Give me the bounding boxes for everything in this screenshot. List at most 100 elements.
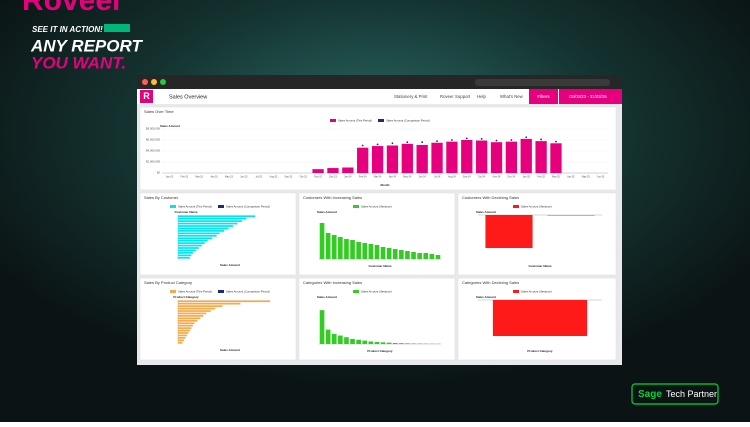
bar[interactable]: [178, 230, 224, 232]
bar[interactable]: [405, 343, 410, 344]
legend-label[interactable]: Sales Amount (This Period): [338, 118, 372, 122]
comparison-point[interactable]: [540, 139, 542, 141]
bar[interactable]: [178, 339, 184, 341]
bar[interactable]: [387, 343, 392, 344]
bar[interactable]: [436, 255, 441, 259]
bar[interactable]: [362, 341, 367, 344]
bar[interactable]: [332, 235, 337, 259]
bar[interactable]: [411, 252, 416, 259]
bar[interactable]: [178, 332, 188, 334]
bar[interactable]: [369, 341, 374, 344]
comparison-point[interactable]: [525, 136, 527, 138]
comparison-point[interactable]: [451, 139, 453, 141]
bar[interactable]: [393, 249, 398, 259]
bar[interactable]: [326, 233, 331, 259]
comparison-point[interactable]: [555, 141, 557, 143]
nav-item[interactable]: Roveer Support: [440, 94, 471, 99]
bar[interactable]: [387, 248, 392, 259]
bar[interactable]: [178, 305, 223, 307]
bar[interactable]: [344, 239, 349, 259]
bar[interactable]: [178, 223, 237, 225]
bar[interactable]: [178, 237, 212, 239]
filters-label[interactable]: Filters: [537, 94, 550, 99]
bar[interactable]: [446, 142, 457, 173]
bar[interactable]: [326, 330, 331, 344]
bar[interactable]: [178, 325, 193, 327]
bar[interactable]: [178, 327, 191, 329]
bar[interactable]: [387, 146, 398, 174]
bar[interactable]: [320, 223, 325, 259]
bar[interactable]: [375, 342, 380, 344]
legend-label[interactable]: Sales Amount (Variance): [361, 204, 392, 208]
legend-label[interactable]: Sales Amount (Comparison Period): [386, 118, 430, 122]
bar[interactable]: [399, 250, 404, 259]
bar[interactable]: [178, 257, 190, 259]
comparison-point[interactable]: [466, 137, 468, 139]
bar[interactable]: [178, 308, 215, 310]
bar[interactable]: [178, 335, 187, 337]
comparison-point[interactable]: [377, 144, 379, 146]
bar[interactable]: [178, 322, 194, 324]
bar[interactable]: [178, 242, 205, 244]
address-bar[interactable]: [475, 79, 610, 86]
bar[interactable]: [178, 240, 208, 242]
bar[interactable]: [356, 340, 361, 344]
bar[interactable]: [485, 215, 532, 248]
bar[interactable]: [430, 254, 435, 259]
bar[interactable]: [431, 143, 442, 173]
bar[interactable]: [506, 142, 517, 173]
comparison-point[interactable]: [496, 140, 498, 142]
bar[interactable]: [461, 140, 472, 173]
bar[interactable]: [178, 250, 196, 252]
bar[interactable]: [338, 237, 343, 259]
bar[interactable]: [178, 225, 233, 227]
legend-label[interactable]: Sales Amount (Variance): [521, 204, 552, 208]
bar[interactable]: [350, 240, 355, 259]
bar[interactable]: [178, 215, 255, 217]
bar[interactable]: [493, 300, 587, 336]
bar[interactable]: [178, 330, 190, 332]
comparison-point[interactable]: [510, 139, 512, 141]
bar[interactable]: [423, 253, 428, 259]
bar[interactable]: [417, 253, 422, 259]
bar[interactable]: [178, 228, 229, 230]
bar[interactable]: [405, 251, 410, 259]
bar[interactable]: [178, 303, 240, 305]
bar[interactable]: [178, 252, 193, 254]
nav-item[interactable]: What's New: [500, 94, 524, 99]
bar[interactable]: [342, 168, 353, 174]
bar[interactable]: [178, 313, 206, 315]
bar[interactable]: [178, 247, 199, 249]
bar[interactable]: [381, 247, 386, 259]
bar[interactable]: [476, 141, 487, 173]
bar[interactable]: [362, 243, 367, 259]
legend-label[interactable]: Sales Amount (This Period): [178, 204, 212, 208]
comparison-point[interactable]: [436, 140, 438, 142]
bar[interactable]: [550, 143, 561, 173]
window-close[interactable]: [142, 79, 148, 85]
bar[interactable]: [491, 142, 502, 173]
bar[interactable]: [381, 342, 386, 344]
nav-item[interactable]: Stationery & Print: [394, 94, 428, 99]
bar[interactable]: [350, 339, 355, 344]
nav-item[interactable]: Help: [477, 94, 486, 99]
bar[interactable]: [178, 254, 191, 256]
bar[interactable]: [338, 336, 343, 344]
bar[interactable]: [411, 343, 416, 344]
legend-label[interactable]: Sales Amount (Comparison Period): [226, 289, 270, 293]
legend-label[interactable]: Sales Amount (Variance): [521, 289, 552, 293]
bar[interactable]: [375, 245, 380, 259]
legend-label[interactable]: Sales Amount (Comparison Period): [226, 204, 270, 208]
bar[interactable]: [178, 317, 200, 319]
app-logo[interactable]: R: [143, 91, 150, 101]
bar[interactable]: [178, 245, 202, 247]
bar[interactable]: [312, 169, 323, 173]
comparison-point[interactable]: [481, 138, 483, 140]
bar[interactable]: [344, 337, 349, 344]
bar[interactable]: [535, 141, 546, 173]
window-maximize[interactable]: [160, 79, 166, 85]
bar[interactable]: [369, 244, 374, 259]
date-range[interactable]: 01/01/23 - 31/03/25: [569, 94, 607, 99]
bar[interactable]: [417, 145, 428, 173]
bar[interactable]: [399, 343, 404, 344]
